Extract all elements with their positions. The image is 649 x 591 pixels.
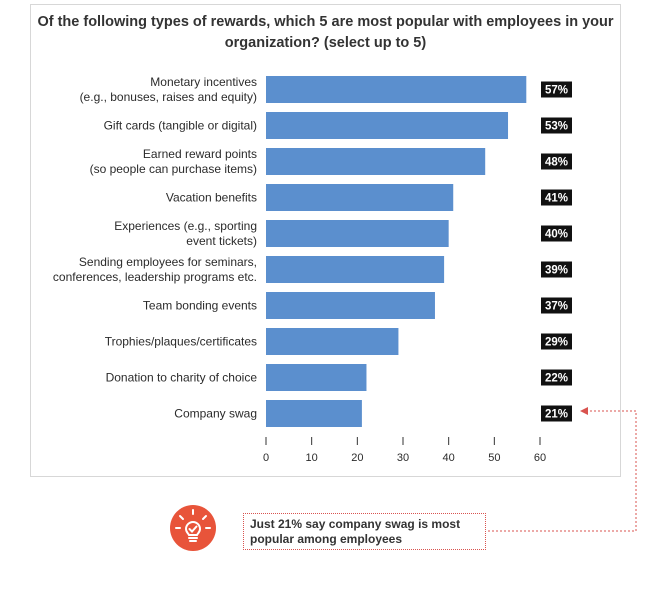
value-label: 22% bbox=[545, 373, 568, 385]
x-tick-label: 40 bbox=[443, 452, 455, 464]
category-label: Monetary incentives (e.g., bonuses, raise… bbox=[80, 75, 257, 104]
bar bbox=[266, 148, 486, 175]
value-label: 39% bbox=[545, 265, 568, 277]
lightbulb-icon bbox=[170, 505, 216, 551]
category-label: Gift cards (tangible or digital) bbox=[104, 119, 257, 133]
category-label: Company swag bbox=[174, 407, 257, 421]
value-label-box bbox=[541, 297, 572, 314]
category-label: Vacation benefits bbox=[166, 191, 257, 205]
value-label-box bbox=[541, 333, 572, 350]
bar bbox=[266, 112, 509, 139]
category-label: Earned reward points (so people can purch… bbox=[90, 147, 257, 176]
value-label-box bbox=[541, 81, 572, 98]
value-label-box bbox=[541, 405, 572, 422]
value-label: 21% bbox=[545, 409, 568, 421]
bar bbox=[266, 400, 362, 427]
bar bbox=[266, 328, 399, 355]
x-tick-label: 60 bbox=[534, 452, 546, 464]
value-label-box bbox=[541, 261, 572, 278]
category-label: Donation to charity of choice bbox=[106, 371, 258, 385]
value-label-box bbox=[541, 189, 572, 206]
x-tick-label: 0 bbox=[263, 452, 269, 464]
category-label: Trophies/plaques/certificates bbox=[105, 335, 257, 349]
bar bbox=[266, 184, 454, 211]
category-label: Team bonding events bbox=[143, 299, 257, 313]
x-tick-label: 10 bbox=[306, 452, 318, 464]
value-label-box bbox=[541, 117, 572, 134]
bar bbox=[266, 292, 435, 319]
category-label: Experiences (e.g., sporting event tickets… bbox=[114, 219, 257, 248]
bar bbox=[266, 256, 445, 283]
x-tick-label: 50 bbox=[488, 452, 500, 464]
value-label: 40% bbox=[545, 229, 568, 241]
value-label: 57% bbox=[545, 85, 568, 97]
callout-box: Just 21% say company swag is most popula… bbox=[243, 513, 486, 550]
value-label: 53% bbox=[545, 121, 568, 133]
category-label: Sending employees for seminars, conferenc… bbox=[53, 255, 257, 284]
bar bbox=[266, 76, 527, 103]
chart-title: Of the following types of rewards, which… bbox=[37, 14, 614, 51]
value-label: 29% bbox=[545, 337, 568, 349]
value-label: 37% bbox=[545, 301, 568, 313]
value-label: 41% bbox=[545, 193, 568, 205]
chart-frame bbox=[30, 4, 621, 477]
value-label: 48% bbox=[545, 157, 568, 169]
value-label-box bbox=[541, 225, 572, 242]
x-tick-label: 30 bbox=[397, 452, 409, 464]
x-tick-label: 20 bbox=[351, 452, 363, 464]
bar bbox=[266, 220, 449, 247]
value-label-box bbox=[541, 153, 572, 170]
value-label-box bbox=[541, 369, 572, 386]
bar bbox=[266, 364, 367, 391]
